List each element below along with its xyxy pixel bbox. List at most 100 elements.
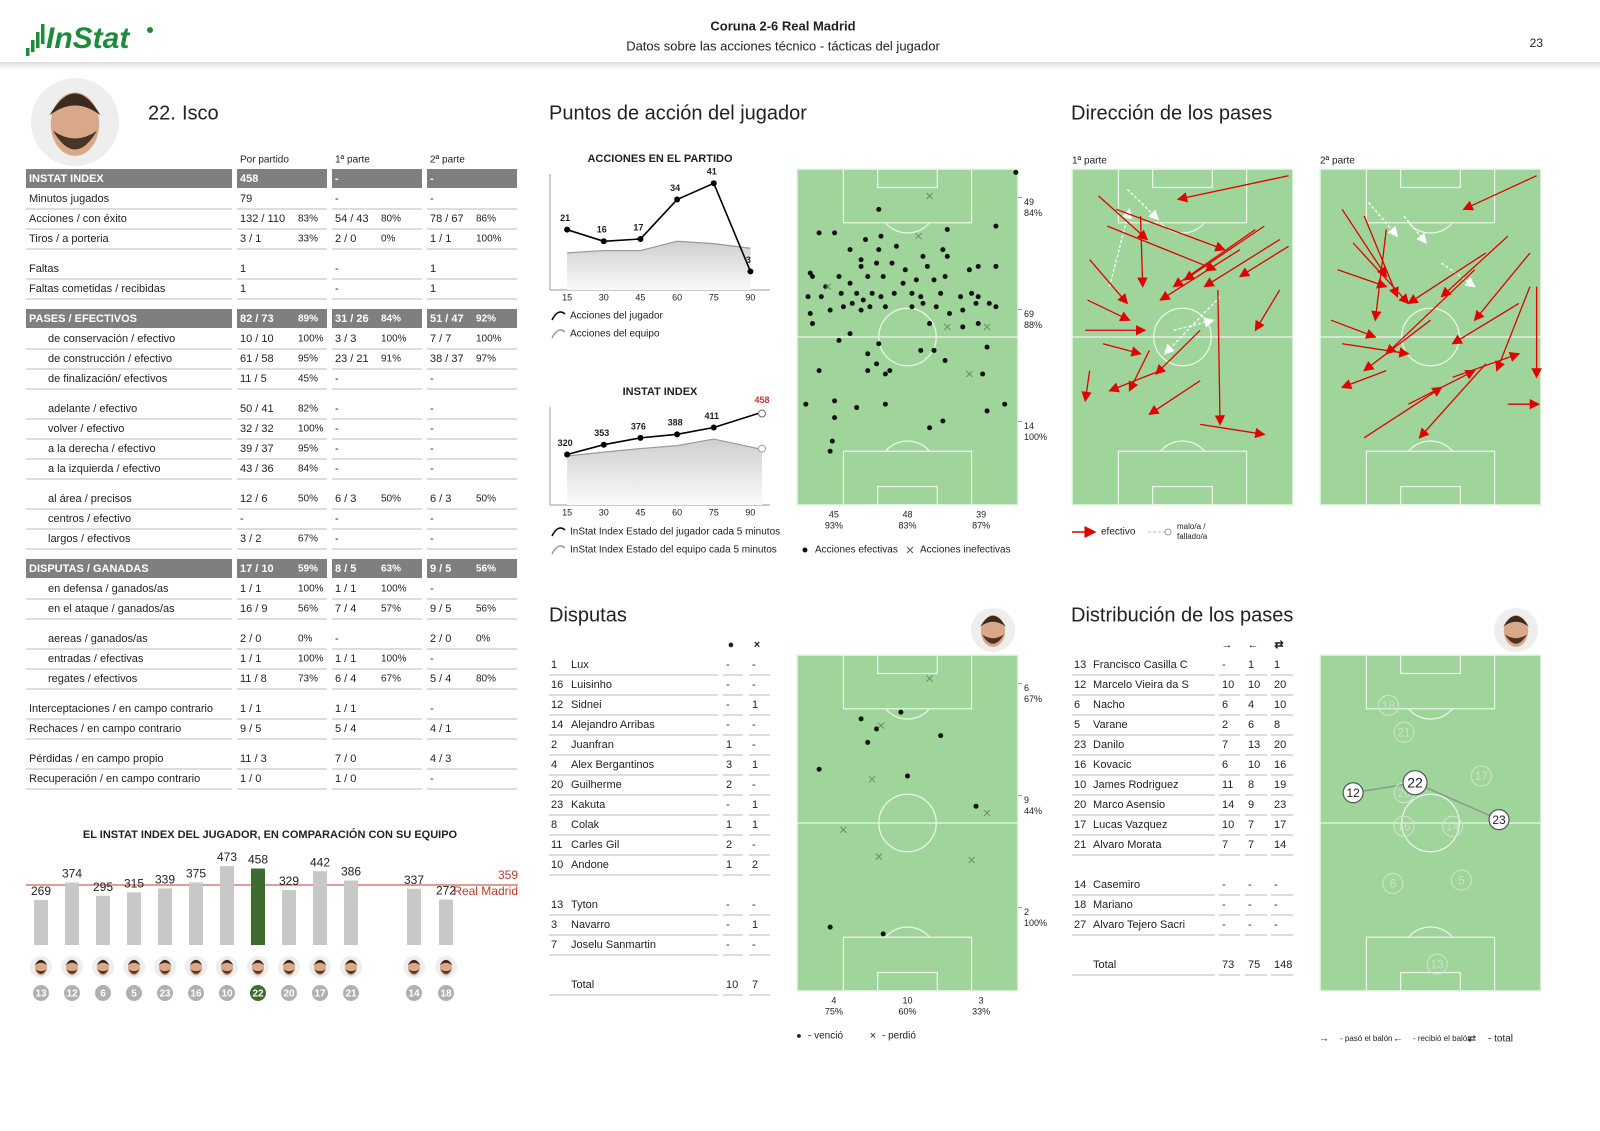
action-point xyxy=(840,304,846,310)
bar-value: 442 xyxy=(310,855,330,869)
action-point xyxy=(973,300,979,306)
player-photo-beard xyxy=(283,969,295,974)
player-badge-number: 21 xyxy=(345,989,357,1000)
cell: 1 xyxy=(240,283,246,295)
pitch-line xyxy=(1401,793,1460,853)
header-cell xyxy=(427,169,517,188)
action-point xyxy=(818,294,824,300)
action-point xyxy=(854,405,860,411)
goal-box xyxy=(877,485,938,506)
action-point xyxy=(827,448,833,454)
point-label: 411 xyxy=(705,411,720,421)
total-value: 10 xyxy=(726,979,738,991)
x-tick-label: 45 xyxy=(635,292,645,302)
player-badge-number: 20 xyxy=(283,989,295,1000)
cell: - xyxy=(335,443,339,455)
point-label: 41 xyxy=(707,167,717,177)
action-point xyxy=(975,263,981,269)
legend-icon xyxy=(551,527,566,537)
action-point xyxy=(838,290,844,296)
pass-arrow xyxy=(1098,195,1149,241)
player-badge xyxy=(157,985,173,1001)
cell: 3 / 2 xyxy=(240,533,261,545)
action-point xyxy=(931,277,937,283)
column-header: Por partido xyxy=(240,155,289,166)
cell: 50% xyxy=(298,494,318,505)
cell: 6 / 4 xyxy=(335,673,356,685)
action-point xyxy=(969,290,975,296)
bar xyxy=(251,868,265,945)
bar-value: 473 xyxy=(217,850,237,864)
cell: 7 / 7 xyxy=(430,333,451,345)
cell: - xyxy=(335,513,339,525)
pass-arrow xyxy=(1462,175,1537,211)
section-title: Disputas xyxy=(549,604,627,626)
player-position xyxy=(1402,770,1428,796)
pitch-line xyxy=(878,793,937,853)
cell: 1 / 0 xyxy=(240,773,261,785)
row-name: Varane xyxy=(1093,719,1128,731)
row-value: 10 xyxy=(1274,699,1286,711)
row-name: Kakuta xyxy=(571,799,606,811)
action-point xyxy=(874,361,880,367)
action-point xyxy=(900,280,906,286)
player-position xyxy=(1382,872,1404,895)
action-point xyxy=(865,739,871,745)
zone-label: 4 xyxy=(831,995,836,1005)
cell: 10 / 10 xyxy=(240,333,274,345)
row-value: 11 xyxy=(1222,779,1233,791)
legend-label: fallado/a xyxy=(1177,532,1208,541)
point-label: 3 xyxy=(746,255,751,265)
action-point xyxy=(874,260,880,266)
row-label: en el ataque / ganados/as xyxy=(48,603,175,615)
row-value: - xyxy=(752,659,756,671)
row-value: 1 xyxy=(752,759,758,771)
cell: 9 / 5 xyxy=(430,563,451,575)
pitch-line xyxy=(1153,307,1212,367)
x-tick-label: 15 xyxy=(562,507,572,517)
cell: 4 / 1 xyxy=(430,723,451,735)
row-number: 16 xyxy=(551,679,563,691)
pass-arrow xyxy=(1102,343,1142,357)
row-name: Navarro xyxy=(571,919,610,931)
action-point xyxy=(986,300,992,306)
row-number: 14 xyxy=(551,719,563,731)
player-photo-beard xyxy=(97,969,109,974)
header-cell xyxy=(237,559,327,578)
action-point xyxy=(880,931,886,937)
penalty-arc xyxy=(1408,222,1453,234)
series-line xyxy=(567,438,714,457)
action-point xyxy=(847,280,853,286)
row-name: Casemiro xyxy=(1093,879,1140,891)
cell: 80% xyxy=(381,214,401,225)
player-badge-number: 18 xyxy=(440,989,452,1000)
player-badge xyxy=(312,985,328,1001)
action-point xyxy=(874,726,880,732)
action-miss xyxy=(968,856,975,864)
player-badge xyxy=(250,985,266,1001)
cell: - xyxy=(335,533,339,545)
cell: 80% xyxy=(476,674,496,685)
pass-arrow xyxy=(1176,175,1289,203)
player-badge-number: 14 xyxy=(408,989,420,1000)
action-point xyxy=(889,260,895,266)
action-point xyxy=(909,304,915,310)
row-number: 8 xyxy=(551,819,557,831)
x-tick-label: 90 xyxy=(745,292,755,302)
row-value: - xyxy=(1222,899,1226,911)
cell: - xyxy=(430,373,434,385)
row-number: 18 xyxy=(1074,899,1086,911)
cell: 2 / 0 xyxy=(430,633,451,645)
row-label: de conservación / efectivo xyxy=(48,333,175,345)
pass-arrow xyxy=(1126,188,1160,221)
row-label: a la izquierda / efectivo xyxy=(48,463,161,475)
cell: 3 / 1 xyxy=(240,233,261,245)
bar xyxy=(344,880,358,945)
action-point xyxy=(876,247,882,253)
zone-label: 2 xyxy=(1024,907,1029,917)
bar xyxy=(439,899,453,945)
player-photo-hair xyxy=(980,615,1006,627)
point-label: 34 xyxy=(670,183,680,193)
row-value: 1 xyxy=(752,799,758,811)
row-value: - xyxy=(726,679,730,691)
